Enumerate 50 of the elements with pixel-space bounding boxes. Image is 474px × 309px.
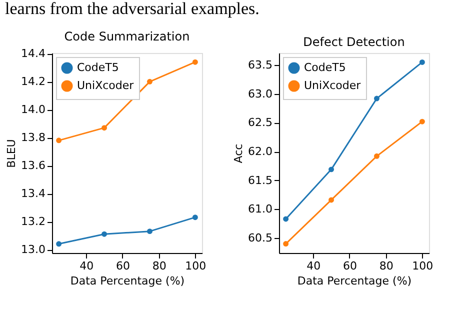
x-tick-label: 60 — [116, 260, 130, 272]
point — [419, 118, 425, 124]
x-tick-label: 40 — [306, 260, 321, 272]
x-axis-title: Data Percentage (%) — [70, 274, 185, 288]
y-tick-label: 13.0 — [21, 243, 46, 256]
text: learns from the adversarial examples. — [5, 0, 260, 18]
point — [146, 228, 152, 234]
y-tick-label: 62.0 — [248, 145, 272, 158]
y-tick-label: 13.8 — [21, 131, 46, 144]
legend-label: UniXcoder — [77, 79, 134, 92]
y-axis-title: BLEU — [5, 139, 18, 168]
point — [192, 59, 198, 65]
y-tick-label: 14.4 — [21, 47, 46, 60]
point — [56, 241, 62, 247]
y-tick-label: 13.6 — [21, 159, 46, 172]
chart-title: Defect Detection — [303, 35, 405, 49]
y-tick-label: 63.0 — [248, 87, 272, 100]
x-tick-label: 80 — [152, 260, 166, 272]
y-tick-label: 62.5 — [248, 116, 272, 130]
point — [283, 216, 289, 222]
y-tick-label: 61.0 — [248, 202, 272, 216]
x-tick-label: 100 — [185, 260, 206, 272]
point — [374, 96, 380, 102]
x-tick-label: 60 — [342, 260, 357, 272]
x-axis-title: Data Percentage (%) — [297, 274, 412, 288]
x-tick-label: 100 — [412, 260, 434, 272]
x-tick-label: 80 — [379, 260, 394, 272]
point — [102, 231, 108, 237]
x-tick-label: 40 — [80, 260, 94, 272]
y-axis-title: Acc — [232, 144, 246, 164]
chart-title: Code Summarization — [64, 30, 190, 44]
y-tick-label: 14.2 — [21, 75, 46, 88]
legend-label: UniXcoder — [304, 79, 362, 92]
legend-label: CodeT5 — [304, 61, 346, 74]
y-tick-label: 14.0 — [21, 103, 46, 116]
point — [419, 59, 425, 65]
point — [102, 125, 108, 131]
point — [56, 138, 62, 144]
y-tick-label: 13.4 — [21, 187, 46, 200]
y-tick-label: 63.5 — [248, 58, 272, 72]
legend-label: CodeT5 — [77, 61, 119, 74]
point — [192, 214, 198, 220]
point — [328, 166, 334, 172]
point — [283, 241, 289, 247]
point — [374, 153, 380, 159]
point — [146, 78, 152, 84]
y-tick-label: 13.2 — [21, 215, 46, 228]
y-tick-label: 61.5 — [248, 174, 272, 187]
y-tick-label: 60.5 — [248, 232, 272, 245]
point — [328, 197, 334, 203]
